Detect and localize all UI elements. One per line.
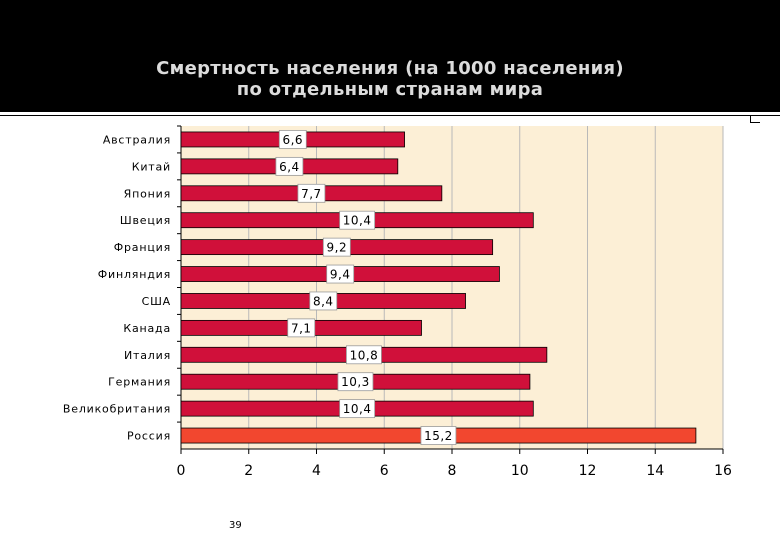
page-number: 39 bbox=[229, 520, 242, 531]
data-label: 8,4 bbox=[313, 294, 334, 308]
category-label: Франция bbox=[114, 241, 171, 254]
x-tick-label: 6 bbox=[380, 463, 389, 479]
x-tick-label: 2 bbox=[244, 463, 253, 479]
data-label: 7,1 bbox=[291, 321, 312, 335]
x-tick-label: 14 bbox=[646, 463, 664, 479]
data-label-box bbox=[275, 156, 304, 176]
category-label: Великобритания bbox=[63, 403, 171, 416]
x-tick-label: 0 bbox=[177, 463, 186, 479]
data-label: 10,3 bbox=[341, 375, 370, 389]
chart-title: Смертность населения (на 1000 населения)… bbox=[0, 58, 780, 100]
data-label-box bbox=[339, 399, 376, 419]
x-tick-label: 10 bbox=[511, 463, 529, 479]
category-label: Швеция bbox=[120, 214, 171, 227]
chart-title-line-2: по отдельным странам мира bbox=[236, 79, 544, 100]
data-label-box bbox=[339, 210, 376, 230]
data-label: 9,2 bbox=[327, 241, 348, 255]
category-label: Италия bbox=[124, 349, 171, 362]
category-label: Япония bbox=[124, 187, 171, 200]
data-label-box bbox=[309, 291, 338, 311]
corner-mark bbox=[750, 115, 760, 123]
x-tick-label: 8 bbox=[448, 463, 457, 479]
data-label: 9,4 bbox=[330, 268, 351, 282]
data-label-box bbox=[420, 426, 457, 445]
data-label-box bbox=[346, 345, 382, 365]
data-label: 6,4 bbox=[279, 160, 300, 174]
chart-title-line-1: Смертность населения (на 1000 населения) bbox=[156, 58, 624, 79]
category-label: США bbox=[142, 295, 171, 308]
data-label: 6,6 bbox=[282, 133, 303, 147]
data-label: 15,2 bbox=[424, 429, 453, 443]
data-label-box bbox=[337, 372, 374, 392]
x-tick-label: 12 bbox=[579, 463, 597, 479]
data-label: 10,4 bbox=[343, 214, 372, 228]
data-label: 7,7 bbox=[301, 187, 322, 201]
data-label-box bbox=[287, 318, 316, 338]
x-tick-label: 16 bbox=[714, 463, 732, 479]
data-label-box bbox=[297, 183, 326, 203]
data-label-box bbox=[326, 264, 355, 284]
data-label-box bbox=[322, 237, 351, 257]
data-label: 10,4 bbox=[343, 402, 372, 416]
category-label: Канада bbox=[123, 322, 171, 335]
title-banner bbox=[0, 0, 780, 112]
category-label: Китай bbox=[132, 160, 171, 173]
data-label-box bbox=[278, 130, 307, 149]
category-label: Австралия bbox=[103, 133, 171, 146]
header-divider bbox=[0, 115, 780, 116]
category-label: Россия bbox=[127, 430, 171, 443]
category-label: Финляндия bbox=[98, 268, 171, 281]
x-tick-label: 4 bbox=[312, 463, 321, 479]
data-label: 10,8 bbox=[350, 348, 379, 362]
category-label: Германия bbox=[108, 376, 171, 389]
